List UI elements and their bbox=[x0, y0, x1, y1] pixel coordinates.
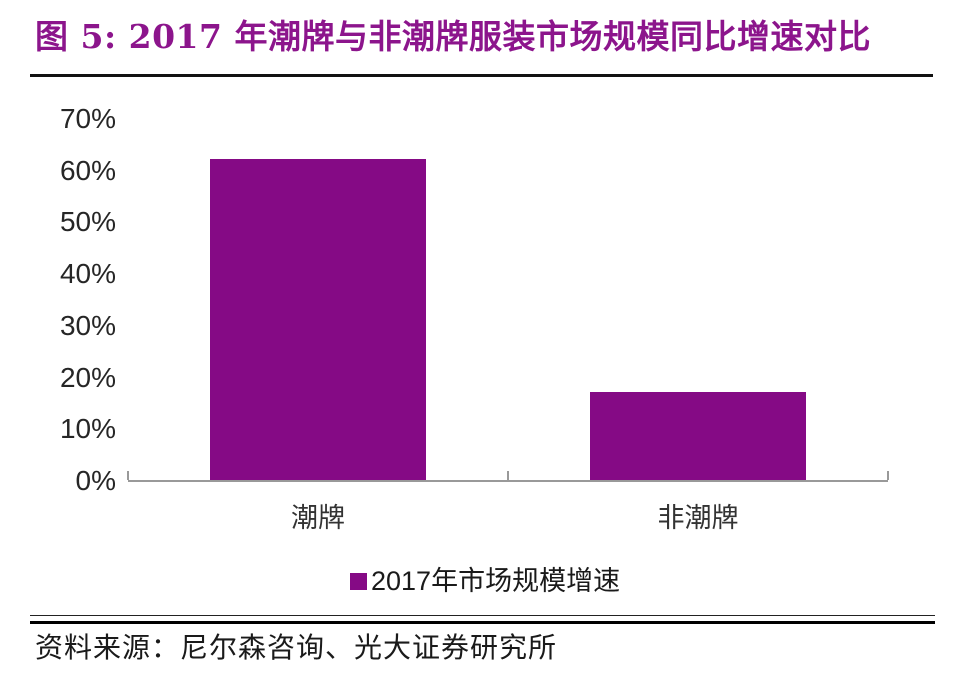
y-axis-tick-label: 10% bbox=[59, 413, 116, 445]
category-label: 非潮牌 bbox=[657, 503, 739, 533]
x-axis-tick bbox=[127, 471, 129, 480]
y-axis-tick-label: 30% bbox=[59, 309, 116, 341]
y-axis-tick-label: 0% bbox=[75, 465, 116, 496]
y-axis-tick-label: 40% bbox=[59, 258, 116, 290]
x-axis-line bbox=[128, 480, 888, 482]
bar-2 bbox=[590, 392, 806, 480]
source-note: 资料来源：尼尔森咨询、光大证券研究所 bbox=[35, 631, 558, 664]
y-axis-tick-label: 20% bbox=[59, 361, 116, 393]
legend-swatch-icon bbox=[350, 572, 367, 590]
x-axis-tick bbox=[887, 471, 889, 480]
footer-divider-thin bbox=[30, 615, 935, 616]
legend-label: 2017年市场规模增速 bbox=[371, 566, 621, 596]
x-axis-tick bbox=[507, 471, 509, 480]
y-axis-tick-label: 50% bbox=[59, 206, 116, 238]
footer-divider-thick bbox=[30, 621, 935, 624]
bar-1 bbox=[210, 159, 426, 480]
y-axis-tick-label: 60% bbox=[59, 154, 116, 186]
title-divider bbox=[30, 74, 933, 77]
chart-legend: 2017年市场规模增速 bbox=[350, 566, 620, 596]
figure-title: 图 5: 2017 年潮牌与非潮牌服装市场规模同比增速对比 bbox=[35, 17, 871, 56]
y-axis-tick-label: 70% bbox=[59, 103, 116, 134]
category-label: 潮牌 bbox=[291, 503, 345, 533]
